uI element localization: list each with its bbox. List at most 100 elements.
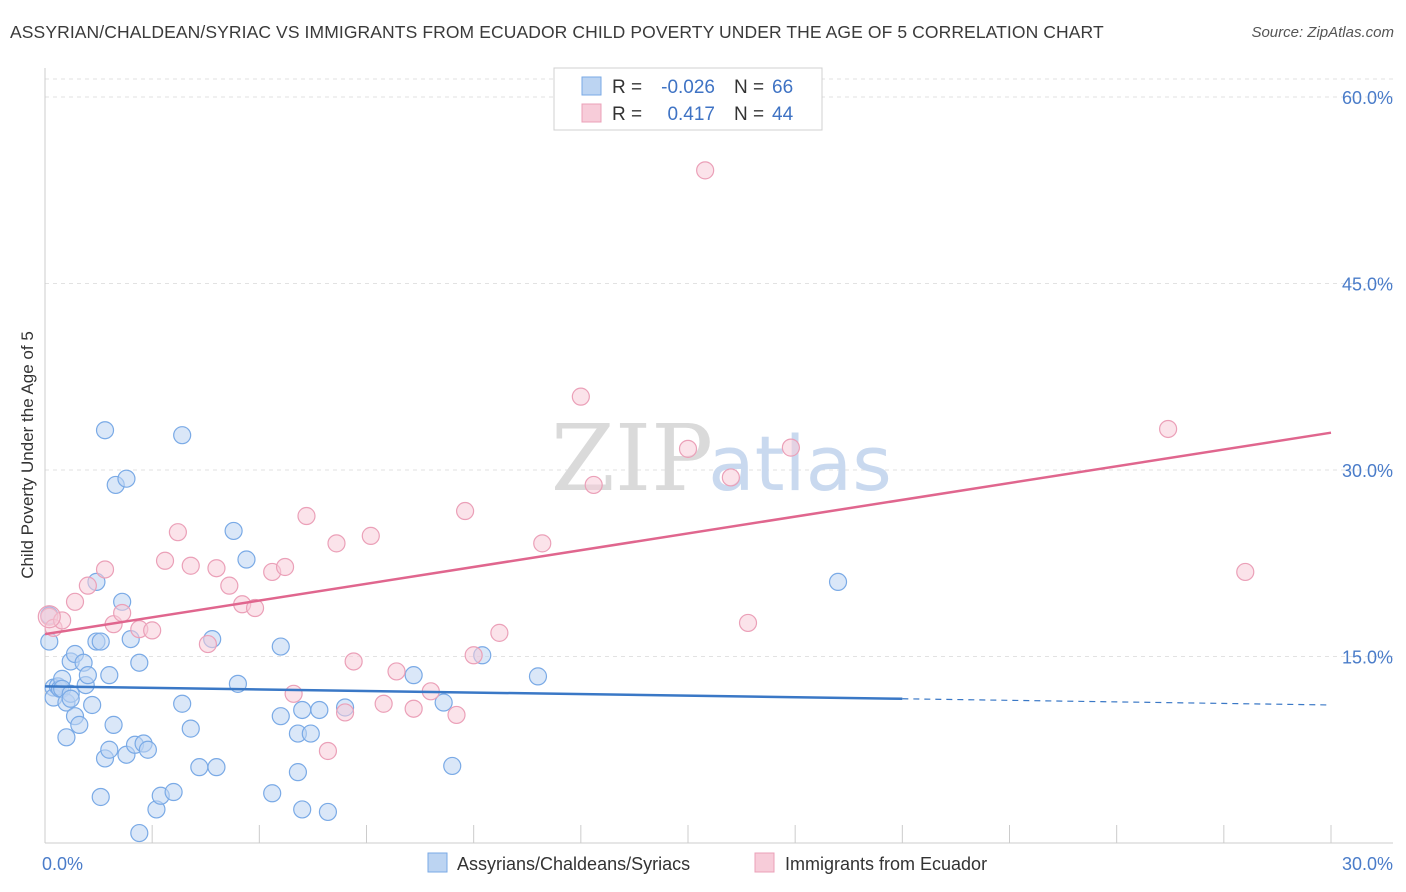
point-ecuador-23 [327, 534, 346, 553]
trend-assyrian [44, 685, 903, 701]
point-ecuador-34 [490, 623, 509, 642]
point-ecuador-3 [65, 592, 85, 611]
point-assyrian-42 [173, 426, 192, 445]
point-assyrian-60 [318, 802, 338, 822]
point-assyrian-23 [91, 787, 110, 807]
point-assyrian-52 [271, 637, 290, 656]
y-tick-label-1: 30.0% [1342, 461, 1393, 481]
chart-source: Source: ZipAtlas.com [1251, 24, 1394, 41]
point-ecuador-31 [447, 705, 466, 725]
trend-ecuador [44, 431, 1332, 636]
point-assyrian-67 [828, 572, 848, 592]
watermark-zip: ZIP [551, 405, 713, 512]
data-points [37, 161, 1255, 843]
legend-top-swatch-pink [581, 103, 602, 123]
point-ecuador-41 [738, 613, 758, 633]
point-ecuador-19 [275, 557, 295, 577]
point-assyrian-9 [57, 728, 76, 747]
point-ecuador-13 [198, 634, 217, 654]
point-ecuador-9 [143, 621, 162, 640]
point-ecuador-edge [37, 605, 61, 629]
point-assyrian-53 [271, 707, 290, 726]
watermark: ZIP atlas [551, 405, 892, 512]
point-ecuador-17 [245, 598, 265, 618]
point-ecuador-22 [318, 741, 338, 761]
point-assyrian-55 [288, 763, 308, 782]
legend-top: R = -0.026 N = 66 R = 0.417 N = 44 [553, 67, 823, 131]
point-ecuador-25 [344, 652, 363, 671]
point-assyrian-26 [100, 740, 119, 759]
point-ecuador-38 [678, 439, 698, 458]
point-assyrian-64 [443, 756, 462, 776]
point-ecuador-15 [220, 576, 239, 595]
point-ecuador-44 [1236, 562, 1255, 582]
grid-lines [45, 78, 1393, 657]
point-ecuador-12 [181, 556, 200, 575]
legend-bottom: Assyrians/Chaldeans/Syriacs Immigrants f… [427, 852, 987, 874]
point-ecuador-11 [168, 523, 187, 542]
point-assyrian-48 [224, 521, 243, 541]
point-assyrian-15 [70, 715, 89, 734]
point-ecuador-28 [387, 662, 406, 681]
legend-top-swatch-blue [581, 76, 602, 96]
point-ecuador-5 [95, 560, 115, 579]
point-ecuador-42 [781, 438, 800, 457]
point-ecuador-39 [696, 161, 715, 180]
point-assyrian-36 [130, 823, 149, 843]
point-assyrian-28 [104, 715, 123, 734]
point-assyrian-66 [528, 667, 548, 686]
point-assyrian-50 [237, 550, 256, 569]
point-ecuador-27 [374, 694, 393, 713]
point-ecuador-26 [361, 526, 380, 545]
point-ecuador-10 [155, 551, 175, 570]
legend-top-n-label-1: N = [734, 77, 764, 98]
trend-assyrian-extension [902, 698, 1332, 706]
point-assyrian-62 [404, 666, 423, 685]
legend-top-n-value-2: 44 [772, 104, 794, 125]
point-ecuador-37 [584, 475, 603, 495]
legend-top-r-value-2: 0.417 [667, 104, 715, 125]
point-assyrian-51 [263, 784, 282, 803]
trend-lines [44, 431, 1332, 706]
legend-top-r-label-1: R = [612, 77, 642, 98]
point-ecuador-36 [571, 387, 590, 406]
point-ecuador-24 [335, 703, 355, 722]
point-assyrian-25 [95, 421, 115, 440]
watermark-atlas: atlas [708, 419, 892, 508]
point-ecuador-43 [1159, 419, 1178, 439]
point-assyrian-41 [164, 782, 183, 802]
legend-bottom-label-1: Assyrians/Chaldeans/Syriacs [457, 854, 690, 874]
point-ecuador-7 [113, 603, 132, 623]
chart-title: ASSYRIAN/CHALDEAN/SYRIAC VS IMMIGRANTS F… [10, 22, 1104, 42]
x-tick-label-1: 30.0% [1342, 854, 1393, 874]
point-assyrian-18 [78, 666, 97, 685]
point-assyrian-11 [61, 689, 80, 708]
point-ecuador-2 [53, 611, 72, 630]
point-ecuador-20 [284, 684, 303, 703]
y-tick-label-3: 60.0% [1342, 88, 1393, 108]
point-ecuador-14 [207, 559, 226, 578]
point-assyrian-44 [181, 719, 200, 738]
point-assyrian-58 [301, 724, 320, 743]
legend-bottom-label-2: Immigrants from Ecuador [785, 854, 987, 874]
legend-top-n-value-1: 66 [772, 77, 793, 98]
point-assyrian-56 [293, 800, 312, 819]
tick-labels: 15.0% 30.0% 45.0% 60.0% 0.0% 30.0% [42, 88, 1393, 874]
point-ecuador-33 [464, 646, 483, 665]
point-ecuador-32 [455, 501, 475, 521]
legend-bottom-swatch-blue [427, 852, 448, 873]
point-ecuador-35 [533, 534, 552, 553]
point-assyrian-31 [117, 469, 136, 488]
point-assyrian-22 [91, 632, 110, 651]
legend-top-n-label-2: N = [734, 104, 764, 125]
point-assyrian-38 [138, 740, 157, 759]
y-tick-label-2: 45.0% [1342, 275, 1393, 295]
point-assyrian-19 [83, 695, 102, 715]
point-assyrian-59 [310, 700, 329, 720]
axes [44, 68, 1393, 844]
legend-top-r-label-2: R = [612, 104, 642, 125]
point-ecuador-4 [78, 576, 97, 595]
point-assyrian-27 [100, 666, 119, 685]
legend-bottom-swatch-pink [754, 852, 775, 873]
